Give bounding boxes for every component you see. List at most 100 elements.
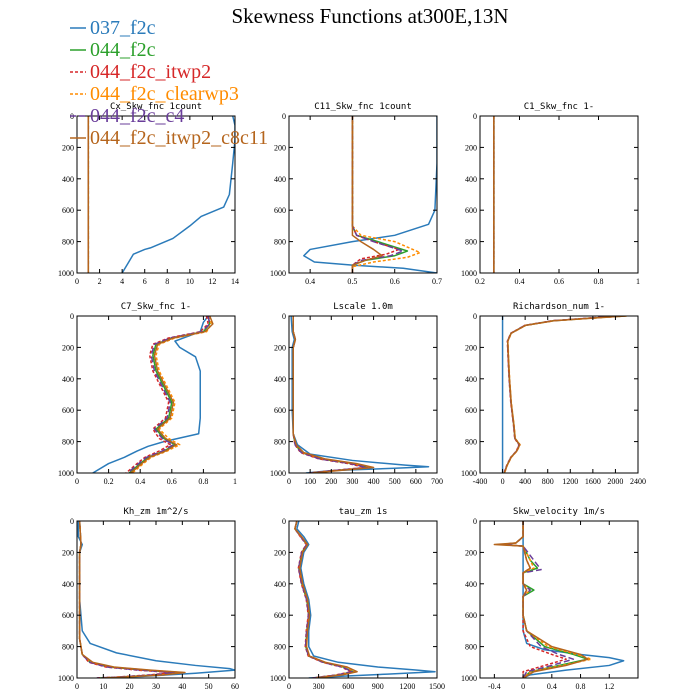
x-tick-label: 1 <box>636 277 640 286</box>
panel-9: Skw_velocity 1m/s 0 200 400 600 800 1000 -0.4 0 0… <box>461 507 639 691</box>
x-tick-label: 300 <box>313 682 325 691</box>
x-tick-label: 8 <box>165 277 169 286</box>
x-tick-label: 1200 <box>399 682 415 691</box>
x-tick-label: 60 <box>231 682 239 691</box>
panel-title: tau_zm 1s <box>339 507 388 517</box>
legend-label: 044_f2c_itwp2_c8c11 <box>90 127 268 149</box>
y-tick-label: 1000 <box>270 469 286 478</box>
y-tick-label: 800 <box>465 643 477 652</box>
y-tick-label: 800 <box>62 438 74 447</box>
x-tick-label: 0.6 <box>390 277 400 286</box>
y-tick-label: 200 <box>274 143 286 152</box>
x-tick-label: 0.7 <box>432 277 442 286</box>
plot-frame <box>479 315 639 474</box>
x-tick-label: 0 <box>75 682 79 691</box>
legend-label: 044_f2c_itwp2 <box>90 61 211 83</box>
x-tick-label: 900 <box>372 682 384 691</box>
x-tick-label: 0.2 <box>475 277 485 286</box>
x-tick-label: 0.4 <box>515 277 525 286</box>
panel-1: Cx_Skw_fnc 1count02004006008001000024681… <box>58 102 239 286</box>
y-tick-label: 0 <box>70 517 74 526</box>
series-line-044-f2c-c4 <box>503 316 623 473</box>
y-tick-label: 1000 <box>461 269 477 278</box>
x-tick-label: 2000 <box>607 477 623 486</box>
panel-2: C11_Skw_fnc 1count 0 200 400 600 800 1000 0.4 0.… <box>270 102 442 286</box>
series-line-044-f2c-itwp2-c8c11 <box>130 316 214 473</box>
plot-frame <box>76 520 236 679</box>
y-tick-label: 400 <box>465 375 477 384</box>
y-tick-label: 200 <box>274 548 286 557</box>
series-line-044-f2c-c4 <box>500 521 575 678</box>
panels: Cx_Skw_fnc 1count02004006008001000024681… <box>58 102 646 691</box>
figure-title: Skewness Functions at300E,13N <box>231 4 508 28</box>
x-tick-label: 0 <box>75 277 79 286</box>
y-tick-label: 400 <box>274 580 286 589</box>
y-tick-label: 800 <box>274 238 286 247</box>
y-tick-label: 200 <box>62 343 74 352</box>
x-tick-label: 300 <box>346 477 358 486</box>
x-tick-label: -400 <box>473 477 488 486</box>
y-tick-label: 400 <box>274 175 286 184</box>
x-tick-label: 2 <box>98 277 102 286</box>
y-tick-label: 600 <box>274 406 286 415</box>
x-tick-label: 14 <box>231 277 239 286</box>
x-tick-label: 0 <box>287 477 291 486</box>
x-tick-label: 4 <box>120 277 124 286</box>
legend-entry: 044_f2c_c4 <box>70 105 184 127</box>
series-line-044-f2c-clearwp3 <box>351 116 421 273</box>
y-tick-label: 0 <box>70 312 74 321</box>
y-tick-label: 0 <box>282 312 286 321</box>
x-tick-label: 0 <box>521 682 525 691</box>
y-tick-label: 0 <box>282 112 286 121</box>
y-tick-label: 400 <box>465 175 477 184</box>
y-tick-label: 800 <box>465 438 477 447</box>
x-tick-label: 10 <box>99 682 107 691</box>
y-tick-label: 400 <box>62 580 74 589</box>
x-tick-label: 12 <box>208 277 216 286</box>
series-line-044-f2c-itwp2-c8c11 <box>292 316 375 473</box>
x-tick-label: 700 <box>431 477 443 486</box>
legend-label: 044_f2c <box>90 39 156 61</box>
y-tick-label: 400 <box>465 580 477 589</box>
x-tick-label: 0.6 <box>167 477 177 486</box>
y-tick-label: 800 <box>62 643 74 652</box>
x-tick-label: 1500 <box>429 682 445 691</box>
y-tick-label: 0 <box>473 517 477 526</box>
y-tick-label: 800 <box>274 643 286 652</box>
plot-frame <box>288 520 438 679</box>
x-tick-label: 6 <box>143 277 147 286</box>
panel-title: C1_Skw_fnc 1- <box>524 102 594 112</box>
series-line-044-f2c-itwp2-c8c11 <box>294 521 358 678</box>
legend-entry: 044_f2c_itwp2 <box>70 61 211 83</box>
series-line-044-f2c-itwp2 <box>294 521 352 678</box>
y-tick-label: 200 <box>62 143 74 152</box>
y-tick-label: 600 <box>465 406 477 415</box>
x-tick-label: 30 <box>152 682 160 691</box>
y-tick-label: 1000 <box>58 469 74 478</box>
x-tick-label: 0.8 <box>576 682 586 691</box>
y-tick-label: 600 <box>465 206 477 215</box>
series-line-044-f2c <box>294 521 354 678</box>
plot-frame <box>288 315 438 474</box>
x-tick-label: 40 <box>178 682 186 691</box>
x-tick-label: 500 <box>389 477 401 486</box>
panel-6: Richardson_num 1- 0 200 400 600 800 1000-400 0 4… <box>461 302 646 486</box>
x-tick-label: 600 <box>410 477 422 486</box>
series-line-044-f2c-itwp2-c8c11 <box>493 521 589 678</box>
series-line-044-f2c-clearwp3 <box>503 316 627 473</box>
x-tick-label: -0.4 <box>488 682 501 691</box>
y-tick-label: 600 <box>274 611 286 620</box>
x-tick-label: 10 <box>186 277 194 286</box>
x-tick-label: 400 <box>368 477 380 486</box>
x-tick-label: 0.6 <box>554 277 564 286</box>
y-tick-label: 800 <box>62 238 74 247</box>
x-tick-label: 600 <box>342 682 354 691</box>
series-line-044-f2c-c4 <box>294 521 353 678</box>
x-tick-label: 0.4 <box>305 277 315 286</box>
series-line-037-f2c <box>303 116 437 273</box>
series-line-044-f2c-clearwp3 <box>78 521 184 678</box>
